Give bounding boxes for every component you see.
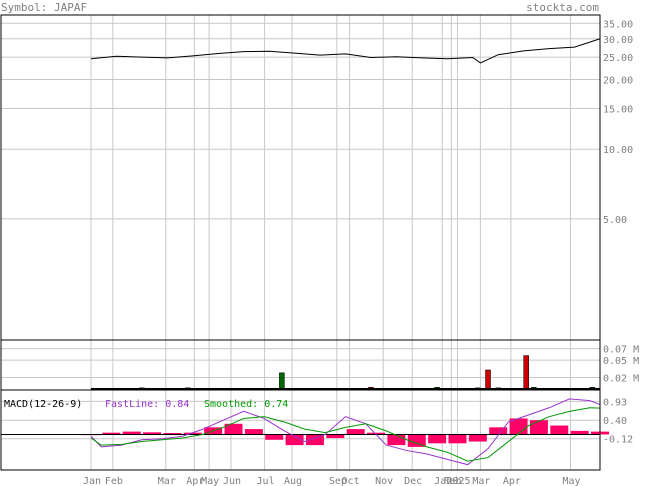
macd-hist-bar xyxy=(468,434,487,442)
volume-bar xyxy=(523,355,529,390)
macd-panel: 0.93 0.40 -0.12 MACD(12-26-9) FastLine: 0.… xyxy=(0,389,633,471)
macd-hist-bar xyxy=(183,432,202,435)
price-panel: 35.00 30.00 25.00 20.00 15.00 10.00 5.00 xyxy=(0,14,633,341)
macd-smoothed-line xyxy=(90,407,601,462)
macd-hist-bar xyxy=(326,434,345,438)
macd-grid xyxy=(1,390,600,470)
x-tick-label: Feb xyxy=(443,476,461,486)
price-tick-label: 25.00 xyxy=(603,53,633,64)
volume-bar xyxy=(485,369,491,390)
price-tick-label: 10.00 xyxy=(603,145,633,156)
price-line xyxy=(90,38,601,64)
x-tick-label: May xyxy=(201,476,219,486)
price-tick-label: 35.00 xyxy=(603,19,633,30)
macd-tick-label: 0.93 xyxy=(603,397,627,408)
macd-hist-bar xyxy=(102,432,121,435)
x-tick-label: Jul xyxy=(257,476,275,486)
volume-tick-label: 0.05 M xyxy=(603,356,639,367)
macd-smoothed-label: Smoothed: 0.74 xyxy=(204,399,288,410)
price-tick-label: 20.00 xyxy=(603,76,633,87)
volume-bar xyxy=(279,372,285,390)
volume-panel: 0.07 M0.05 M 0.02 M xyxy=(0,339,639,391)
x-tick-label: May xyxy=(562,476,580,486)
x-tick-label: 2025 xyxy=(446,476,470,486)
volume-axis: 0.07 M0.05 M 0.02 M xyxy=(603,345,639,385)
macd-tick-label: 0.40 xyxy=(603,416,627,427)
macd-fast-label: FastLine: 0.84 xyxy=(105,399,189,410)
macd-hist-bar xyxy=(163,433,182,435)
x-tick-label: Apr xyxy=(503,476,521,486)
x-tick-label: Nov xyxy=(375,476,393,486)
macd-axis: 0.93 0.40 -0.12 xyxy=(603,397,633,445)
price-tick-label: 30.00 xyxy=(603,35,633,46)
macd-hist-bar xyxy=(244,429,263,435)
macd-fast-line xyxy=(90,398,601,466)
macd-tick-label: -0.12 xyxy=(603,435,633,446)
macd-frame xyxy=(0,389,601,471)
macd-hist-bar xyxy=(346,429,365,435)
price-tick-label: 5.00 xyxy=(603,215,627,226)
macd-hist-bar xyxy=(265,434,284,440)
macd-hist-bar xyxy=(143,432,162,435)
price-tick-label: 15.00 xyxy=(603,104,633,115)
macd-hist-bar xyxy=(489,427,508,435)
macd-histogram xyxy=(82,418,609,447)
x-tick-label: Jan xyxy=(83,476,101,486)
macd-hist-bar xyxy=(529,420,548,435)
x-tick-label: Mar xyxy=(158,476,176,486)
macd-hist-bar xyxy=(285,434,304,446)
macd-hist-bar xyxy=(305,434,324,446)
site-label: stockta.com xyxy=(526,1,599,14)
volume-grid xyxy=(1,340,600,390)
macd-hist-bar xyxy=(550,425,569,435)
x-tick-label: Jan xyxy=(434,476,452,486)
x-tick-label: Mar xyxy=(472,476,490,486)
price-grid xyxy=(1,15,600,340)
macd-hist-bar xyxy=(367,432,386,435)
macd-hist-bar xyxy=(407,434,426,447)
macd-hist-bar xyxy=(122,431,141,435)
macd-hist-bar xyxy=(428,434,447,444)
symbol-label: Symbol: JAPAF xyxy=(1,1,87,14)
volume-tick-label: 0.02 M xyxy=(603,373,639,384)
macd-hist-bar xyxy=(448,434,467,444)
x-tick-label: Apr xyxy=(186,476,204,486)
macd-hist-bar xyxy=(387,434,406,446)
macd-hist-bar xyxy=(224,423,243,435)
macd-hist-bar xyxy=(570,430,589,435)
x-tick-label: Sep xyxy=(329,476,347,486)
x-tick-label: Feb xyxy=(105,476,123,486)
macd-title: MACD(12-26-9) xyxy=(4,399,82,410)
volume-tick-label: 0.07 M xyxy=(603,345,639,356)
x-tick-label: Aug xyxy=(284,476,302,486)
x-tick-label: Oct xyxy=(342,476,360,486)
x-tick-label: Jun xyxy=(223,476,241,486)
price-axis: 35.00 30.00 25.00 20.00 15.00 10.00 5.00 xyxy=(603,19,633,226)
x-tick-label: Dec xyxy=(404,476,422,486)
